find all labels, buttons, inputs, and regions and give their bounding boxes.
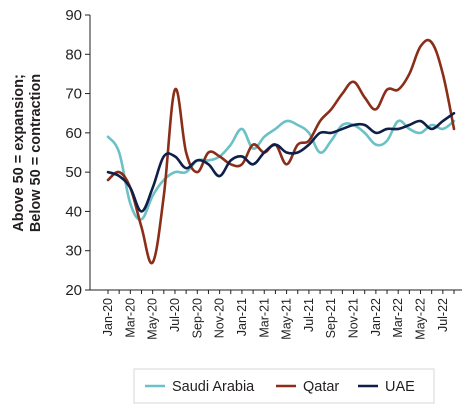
x-tick-label: Mar-21	[257, 298, 271, 338]
x-tick-label: May-20	[146, 298, 160, 340]
series-lines	[106, 38, 456, 265]
legend-label: Saudi Arabia	[172, 379, 255, 395]
y-tick-label: 50	[65, 164, 82, 181]
legend-label: Qatar	[303, 379, 339, 395]
x-tick-label: Jan-22	[369, 298, 383, 336]
x-tick-label: Sep-21	[324, 298, 338, 338]
x-tick-label: Sep-20	[190, 298, 204, 338]
y-axis-label-line2: Below 50 = contraction	[28, 74, 44, 232]
legend-label: UAE	[385, 379, 415, 395]
y-axis-label: Above 50 = expansion; Below 50 = contrac…	[11, 74, 44, 232]
x-tick-label: Nov-20	[213, 298, 227, 338]
x-tick-label: May-22	[414, 298, 428, 340]
x-tick-label: Jan-21	[235, 298, 249, 336]
y-tick-label: 60	[65, 125, 82, 142]
x-tick-label: Jul-21	[302, 298, 316, 332]
legend: Saudi Arabia Qatar UAE	[133, 368, 435, 404]
x-tick-label: Mar-22	[391, 298, 405, 338]
x-tick-label: Mar-20	[123, 298, 137, 338]
y-tick-label: 90	[65, 7, 82, 24]
x-tick-label: Jul-20	[168, 298, 182, 332]
y-tick-label: 80	[65, 46, 82, 63]
y-axis-label-line1: Above 50 = expansion;	[11, 74, 27, 232]
y-ticks: 20 30 40 50 60 70 80 90	[65, 7, 90, 299]
y-tick-label: 40	[65, 203, 82, 220]
x-tick-label: May-21	[280, 298, 294, 340]
x-tick-label: Jan-20	[101, 298, 115, 336]
y-tick-label: 70	[65, 86, 82, 103]
x-tick-label: Jul-22	[436, 298, 450, 332]
x-tick-label: Nov-21	[347, 298, 361, 338]
y-tick-label: 30	[65, 243, 82, 260]
y-tick-label: 20	[65, 282, 82, 299]
x-ticks: Jan-20 Mar-20 May-20 Jul-20 Sep-20 Nov-20 Jan-…	[101, 290, 455, 340]
series-line-uae	[106, 111, 456, 213]
series-line-saudi-arabia	[106, 119, 456, 221]
series-line-qatar	[106, 38, 456, 265]
